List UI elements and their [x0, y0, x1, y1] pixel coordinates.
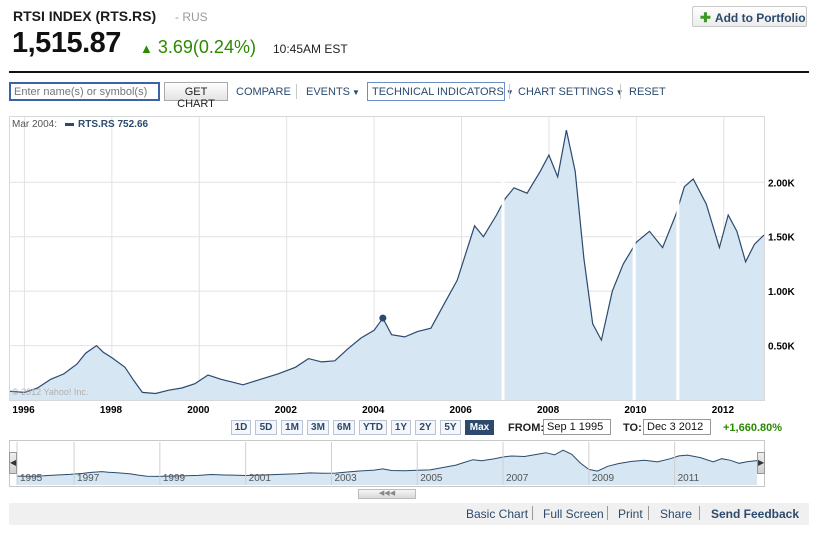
legend-date: Mar 2004:: [12, 119, 58, 130]
full-screen-link[interactable]: Full Screen: [543, 507, 604, 521]
range-button-3m[interactable]: 3M: [307, 420, 329, 435]
caret-down-icon: ▼: [352, 88, 360, 97]
navigator-scroll-grip[interactable]: ◀◀◀: [358, 489, 416, 499]
navigator-chart[interactable]: [0, 0, 813, 500]
range-button-1y[interactable]: 1Y: [391, 420, 411, 435]
navigator-year-label: 2001: [248, 473, 271, 484]
total-change: +1,660.80%: [723, 422, 783, 434]
range-button-1m[interactable]: 1M: [281, 420, 303, 435]
x-tick-label: 1996: [12, 405, 35, 416]
footer-separator: [648, 506, 649, 520]
send-feedback-link[interactable]: Send Feedback: [711, 507, 800, 521]
x-tick-label: 2006: [450, 405, 473, 416]
toolbar-separator: [296, 84, 297, 99]
x-tick-label: 2010: [624, 405, 647, 416]
toolbar-separator: [509, 84, 510, 99]
legend-swatch: [65, 122, 75, 126]
print-link[interactable]: Print: [618, 507, 643, 521]
navigator-year-label: 2003: [334, 473, 357, 484]
y-tick-label: 1.50K: [768, 233, 795, 244]
navigator-year-label: 1999: [162, 473, 186, 484]
get-chart-button[interactable]: GET CHART: [164, 82, 228, 110]
x-tick-label: 2008: [537, 405, 560, 416]
range-button-5y[interactable]: 5Y: [440, 420, 461, 435]
navigator-ticks: [16, 442, 676, 485]
footer-separator: [699, 506, 700, 520]
x-tick-label: 2002: [275, 405, 298, 416]
range-button-2y[interactable]: 2Y: [415, 420, 436, 435]
exchange-label: - RUS: [175, 10, 208, 24]
quote-time: 10:45AM EST: [273, 42, 348, 56]
x-tick-label: 2000: [187, 405, 210, 416]
price-change: ▲ 3.69(0.24%): [140, 37, 256, 58]
basic-chart-link[interactable]: Basic Chart: [466, 507, 529, 521]
navigator-year-label: 1997: [77, 473, 100, 484]
events-label: EVENTS: [306, 86, 351, 98]
to-date-input[interactable]: Dec 3 2012: [643, 419, 711, 435]
x-axis-labels: 1996 1998 2000 2002 2004 2006 2008 2010 2012: [12, 405, 734, 416]
caret-down-icon: ▼: [616, 88, 624, 97]
quote-title: RTSI INDEX (RTS.RS): [13, 8, 157, 24]
to-label: TO:: [623, 422, 642, 434]
range-button-ytd[interactable]: YTD: [359, 420, 387, 435]
footer-separator: [532, 506, 533, 520]
chart-gap: [676, 117, 680, 400]
toolbar-separator: [620, 84, 621, 99]
technical-indicators-label: TECHNICAL INDICATORS: [372, 86, 504, 98]
header-divider: [9, 71, 809, 73]
range-button-1d[interactable]: 1D: [231, 420, 251, 435]
footer-bar: [9, 503, 809, 525]
highlight-point: [379, 314, 387, 322]
y-tick-label: 2.00K: [768, 178, 795, 189]
price-line: [9, 129, 765, 395]
chart-gap: [501, 117, 505, 400]
main-chart[interactable]: 0.50K 1.00K 1.50K 2.00K 1996 1998 2000 2002 200…: [0, 0, 813, 440]
symbol-search-input[interactable]: [9, 82, 160, 101]
navigator-left-handle[interactable]: ◀: [9, 452, 17, 474]
navigator-year-label: 2005: [420, 473, 443, 484]
chart-settings-menu[interactable]: CHART SETTINGS▼: [518, 86, 623, 98]
navigator-year-label: 2007: [506, 473, 529, 484]
footer-separator: [607, 506, 608, 520]
range-button-6m[interactable]: 6M: [333, 420, 355, 435]
chart-gap: [632, 117, 636, 400]
plus-icon: ✚: [700, 10, 711, 25]
navigator-area: [17, 450, 757, 485]
x-tick-label: 2004: [362, 405, 385, 416]
range-button-5d[interactable]: 5D: [255, 420, 277, 435]
y-axis-labels: 0.50K 1.00K 1.50K 2.00K: [768, 178, 795, 352]
y-tick-label: 1.00K: [768, 287, 795, 298]
events-menu[interactable]: EVENTS ▼: [306, 86, 360, 98]
range-button-max[interactable]: Max: [465, 420, 494, 435]
legend-series-value: RTS.RS 752.66: [78, 119, 149, 130]
navigator-year-label: 2011: [677, 473, 700, 484]
navigator-right-handle[interactable]: ▶: [757, 452, 765, 474]
up-arrow-icon: ▲: [140, 41, 153, 56]
chart-settings-label: CHART SETTINGS: [518, 86, 614, 98]
navigator-year-label: 2009: [591, 473, 615, 484]
last-price: 1,515.87: [12, 27, 121, 59]
chart-toolbar: GET CHART COMPARE EVENTS▼ TECHNICAL INDI…: [9, 80, 809, 110]
x-tick-label: 1998: [100, 405, 123, 416]
add-to-portfolio-button[interactable]: ✚ Add to Portfolio: [692, 6, 807, 27]
price-area-fill: [10, 130, 764, 400]
reset-button[interactable]: RESET: [629, 86, 666, 98]
x-tick-label: 2012: [712, 405, 735, 416]
from-date-input[interactable]: Sep 1 1995: [543, 419, 611, 435]
copyright-notice: © 2012 Yahoo! Inc.: [12, 387, 89, 397]
chart-legend: Mar 2004: RTS.RS 752.66: [12, 119, 148, 130]
price-change-value: 3.69(0.24%): [157, 37, 256, 57]
chart-gaps: [501, 117, 680, 400]
technical-indicators-menu[interactable]: [367, 82, 505, 101]
navigator-year-label: 1995: [20, 473, 43, 484]
share-link[interactable]: Share: [660, 507, 693, 521]
from-label: FROM:: [508, 422, 545, 434]
y-tick-label: 0.50K: [768, 342, 795, 353]
compare-button[interactable]: COMPARE: [236, 86, 291, 98]
add-to-portfolio-label: Add to Portfolio: [714, 11, 806, 25]
